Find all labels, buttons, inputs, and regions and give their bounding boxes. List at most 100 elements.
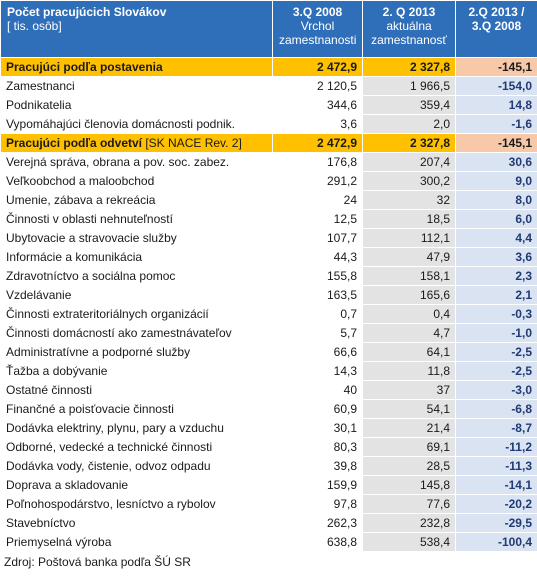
row-value: 207,4: [362, 152, 456, 172]
header-row: Počet pracujúcich Slovákov[ tis. osôb] 3…: [0, 0, 537, 58]
section-value: 2 472,9: [272, 133, 363, 153]
row-value: 69,1: [362, 437, 456, 457]
data-row: Ostatné činnosti 40 37 -3,0: [0, 380, 537, 400]
row-value: 37: [362, 380, 456, 400]
column-title: 2. Q 2013: [382, 5, 436, 19]
row-value: 232,8: [362, 513, 456, 533]
row-value: 2,1: [455, 285, 537, 305]
row-value: 155,8: [272, 266, 363, 286]
row-label: Finančné a poisťovacie činnosti: [0, 399, 273, 419]
row-value: 344,6: [272, 95, 363, 115]
row-value: 11,8: [362, 361, 456, 381]
data-row: Vypomáhajúci členovia domácnosti podnik.…: [0, 114, 537, 134]
row-label: Verejná správa, obrana a pov. soc. zabez…: [0, 152, 273, 172]
row-label: Dodávka vody, čistenie, odvoz odpadu: [0, 456, 273, 476]
row-value: 3,6: [455, 247, 537, 267]
column-subtitle: Vrchol zamestnanosti: [279, 19, 357, 47]
data-row: Podnikatelia 344,6 359,4 14,8: [0, 95, 537, 115]
row-value: -8,7: [455, 418, 537, 438]
row-label: Informácie a komunikácia: [0, 247, 273, 267]
section-value: -145,1: [455, 57, 537, 77]
header-title: Počet pracujúcich Slovákov: [7, 5, 167, 19]
table-body: Pracujúci podľa postavenia 2 472,9 2 327,8…: [0, 57, 537, 552]
row-value: 2,0: [362, 114, 456, 134]
row-value: 60,9: [272, 399, 363, 419]
row-value: -11,3: [455, 456, 537, 476]
row-value: 4,7: [362, 323, 456, 343]
row-value: 158,1: [362, 266, 456, 286]
data-row: Verejná správa, obrana a pov. soc. zabez…: [0, 152, 537, 172]
row-value: 8,0: [455, 190, 537, 210]
header-cell: 2. Q 2013 aktuálna zamestnanosť: [362, 0, 456, 58]
data-row: Zamestnanci 2 120,5 1 966,5 -154,0: [0, 76, 537, 96]
row-value: 107,7: [272, 228, 363, 248]
row-label: Činnosti domácností ako zamestnávateľov: [0, 323, 273, 343]
row-value: 9,0: [455, 171, 537, 191]
data-row: Činnosti v oblasti nehnuteľností 12,5 18,5…: [0, 209, 537, 229]
header-cell: 2.Q 2013 / 3.Q 2008: [455, 0, 537, 58]
row-value: 538,4: [362, 532, 456, 552]
row-label: Umenie, zábava a rekreácia: [0, 190, 273, 210]
row-value: 47,9: [362, 247, 456, 267]
row-value: 359,4: [362, 95, 456, 115]
section-value: 2 327,8: [362, 133, 456, 153]
row-value: 159,9: [272, 475, 363, 495]
section-value: -145,1: [455, 133, 537, 153]
section-label: Pracujúci podľa postavenia: [0, 57, 273, 77]
row-value: 0,4: [362, 304, 456, 324]
row-value: 112,1: [362, 228, 456, 248]
row-label: Odborné, vedecké a technické činnosti: [0, 437, 273, 457]
data-row: Veľkoobchod a maloobchod 291,2 300,2 9,0: [0, 171, 537, 191]
row-label: Vypomáhajúci členovia domácnosti podnik.: [0, 114, 273, 134]
row-value: 4,4: [455, 228, 537, 248]
row-value: 3,6: [272, 114, 363, 134]
row-value: 163,5: [272, 285, 363, 305]
row-label: Stavebníctvo: [0, 513, 273, 533]
row-value: 44,3: [272, 247, 363, 267]
row-label: Zdravotníctvo a sociálna pomoc: [0, 266, 273, 286]
row-value: 66,6: [272, 342, 363, 362]
section-value: 2 327,8: [362, 57, 456, 77]
row-label: Činnosti v oblasti nehnuteľností: [0, 209, 273, 229]
data-row: Finančné a poisťovacie činnosti 60,9 54,1-…: [0, 399, 537, 419]
column-title: 2.Q 2013 / 3.Q 2008: [468, 5, 525, 33]
row-label: Ostatné činnosti: [0, 380, 273, 400]
data-row: Odborné, vedecké a technické činnosti 80,…: [0, 437, 537, 457]
row-value: 18,5: [362, 209, 456, 229]
row-value: 6,0: [455, 209, 537, 229]
row-value: 1 966,5: [362, 76, 456, 96]
row-value: 64,1: [362, 342, 456, 362]
row-value: 24: [272, 190, 363, 210]
row-value: -100,4: [455, 532, 537, 552]
row-value: 30,6: [455, 152, 537, 172]
row-label: Dodávka elektriny, plynu, pary a vzduchu: [0, 418, 273, 438]
data-row: Stavebníctvo 262,3 232,8 -29,5: [0, 513, 537, 533]
row-value: 2,3: [455, 266, 537, 286]
column-title: 3.Q 2008: [292, 5, 343, 19]
section-title: Pracujúci podľa postavenia: [6, 59, 163, 74]
row-value: -0,3: [455, 304, 537, 324]
row-value: 14,8: [455, 95, 537, 115]
section-row: Pracujúci podľa odvetví [SK NACE Rev. 2]…: [0, 133, 537, 153]
row-value: 0,7: [272, 304, 363, 324]
data-row: Umenie, zábava a rekreácia 24 32 8,0: [0, 190, 537, 210]
row-value: 77,6: [362, 494, 456, 514]
row-value: -14,1: [455, 475, 537, 495]
row-value: 300,2: [362, 171, 456, 191]
row-value: -20,2: [455, 494, 537, 514]
data-row: Priemyselná výroba 638,8 538,4 -100,4: [0, 532, 537, 552]
employment-table: Počet pracujúcich Slovákov[ tis. osôb] 3…: [0, 0, 537, 552]
header-cell: 3.Q 2008 Vrchol zamestnanosti: [272, 0, 363, 58]
header-cell: Počet pracujúcich Slovákov[ tis. osôb]: [0, 0, 273, 58]
row-value: 638,8: [272, 532, 363, 552]
row-value: 32: [362, 190, 456, 210]
row-label: Ubytovacie a stravovacie služby: [0, 228, 273, 248]
row-label: Ťažba a dobývanie: [0, 361, 273, 381]
row-value: 80,3: [272, 437, 363, 457]
row-label: Veľkoobchod a maloobchod: [0, 171, 273, 191]
row-value: 291,2: [272, 171, 363, 191]
column-subtitle: aktuálna zamestnanosť: [371, 19, 447, 47]
row-value: 165,6: [362, 285, 456, 305]
row-value: -6,8: [455, 399, 537, 419]
row-value: 176,8: [272, 152, 363, 172]
